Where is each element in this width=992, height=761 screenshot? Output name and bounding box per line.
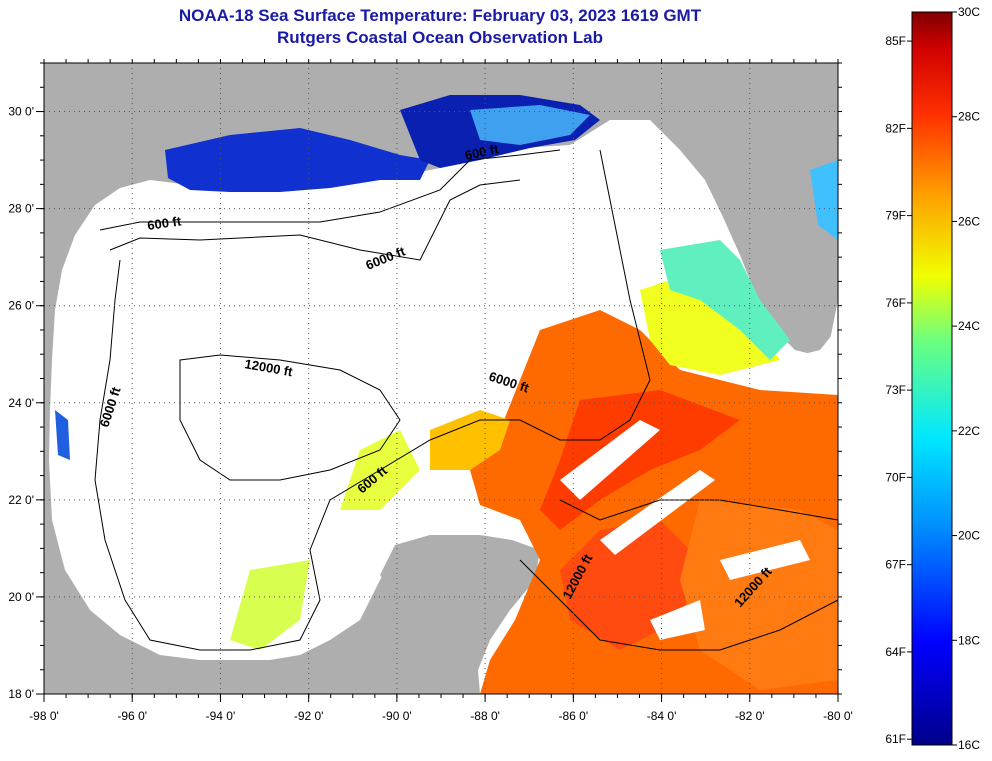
y-tick-label: 28 0' [8, 202, 34, 216]
colorbar-fahrenheit-label: 85F [885, 34, 906, 48]
contour-label: 600 ft [464, 141, 501, 163]
colorbar-celsius-label: 30C [958, 5, 980, 19]
sst-cold-coastal [55, 95, 600, 460]
cloud-streaks [560, 420, 810, 640]
map-subtitle: Rutgers Coastal Ocean Observation Lab [277, 28, 603, 47]
y-tick-label: 30 0' [8, 105, 34, 119]
colorbar-fahrenheit-label: 73F [885, 383, 906, 397]
x-tick-label: -86 0' [559, 709, 589, 723]
colorbar-fahrenheit-label: 76F [885, 296, 906, 310]
colorbar-celsius-label: 26C [958, 214, 980, 228]
land-yucatan [380, 535, 540, 694]
y-tick-label: 18 0' [8, 687, 34, 701]
colorbar-celsius-label: 18C [958, 633, 980, 647]
map-border [43, 62, 839, 695]
x-tick-label: -92 0' [294, 709, 324, 723]
y-tick-label: 24 0' [8, 396, 34, 410]
colorbar-fahrenheit-label: 70F [885, 470, 906, 484]
colorbar-celsius-label: 22C [958, 424, 980, 438]
colorbar-ticks: 30C 28C 26C 24C 22C 20C 18C 16C 85F 82F 79F 76F 73F 7… [885, 5, 980, 752]
colorbar-fahrenheit-label: 64F [885, 645, 906, 659]
colorbar-celsius-label: 16C [958, 738, 980, 752]
x-tick-label: -80 0' [823, 709, 853, 723]
x-tick-label: -88 0' [470, 709, 500, 723]
y-tick-label: 20 0' [8, 590, 34, 604]
y-tick-label: 22 0' [8, 493, 34, 507]
x-tick-label: -96 0' [117, 709, 147, 723]
bathymetry-contours [94, 149, 838, 651]
colorbar-fahrenheit-label: 79F [885, 209, 906, 223]
graticule [43, 63, 839, 695]
x-tick-label: -84 0' [647, 709, 677, 723]
contour-label: 600 ft [146, 213, 182, 233]
sst-cool-shelf [640, 160, 838, 375]
colorbar-fahrenheit-label: 67F [885, 558, 906, 572]
x-tick-label: -90 0' [382, 709, 412, 723]
x-tick-label: -98 0' [29, 709, 59, 723]
colorbar [911, 11, 953, 746]
colorbar-fahrenheit-label: 61F [885, 732, 906, 746]
colorbar-celsius-label: 28C [958, 110, 980, 124]
x-tick-label: -94 0' [206, 709, 236, 723]
axis-ticks: -98 0' -96 0' -94 0' -92 0' -90 0' -88 0' -86 … [8, 59, 853, 723]
x-tick-label: -82 0' [735, 709, 765, 723]
colorbar-celsius-label: 20C [958, 529, 980, 543]
colorbar-fahrenheit-label: 82F [885, 121, 906, 135]
map-title: NOAA-18 Sea Surface Temperature: Februar… [178, 6, 702, 25]
y-tick-label: 26 0' [8, 299, 34, 313]
colorbar-celsius-label: 24C [958, 319, 980, 333]
